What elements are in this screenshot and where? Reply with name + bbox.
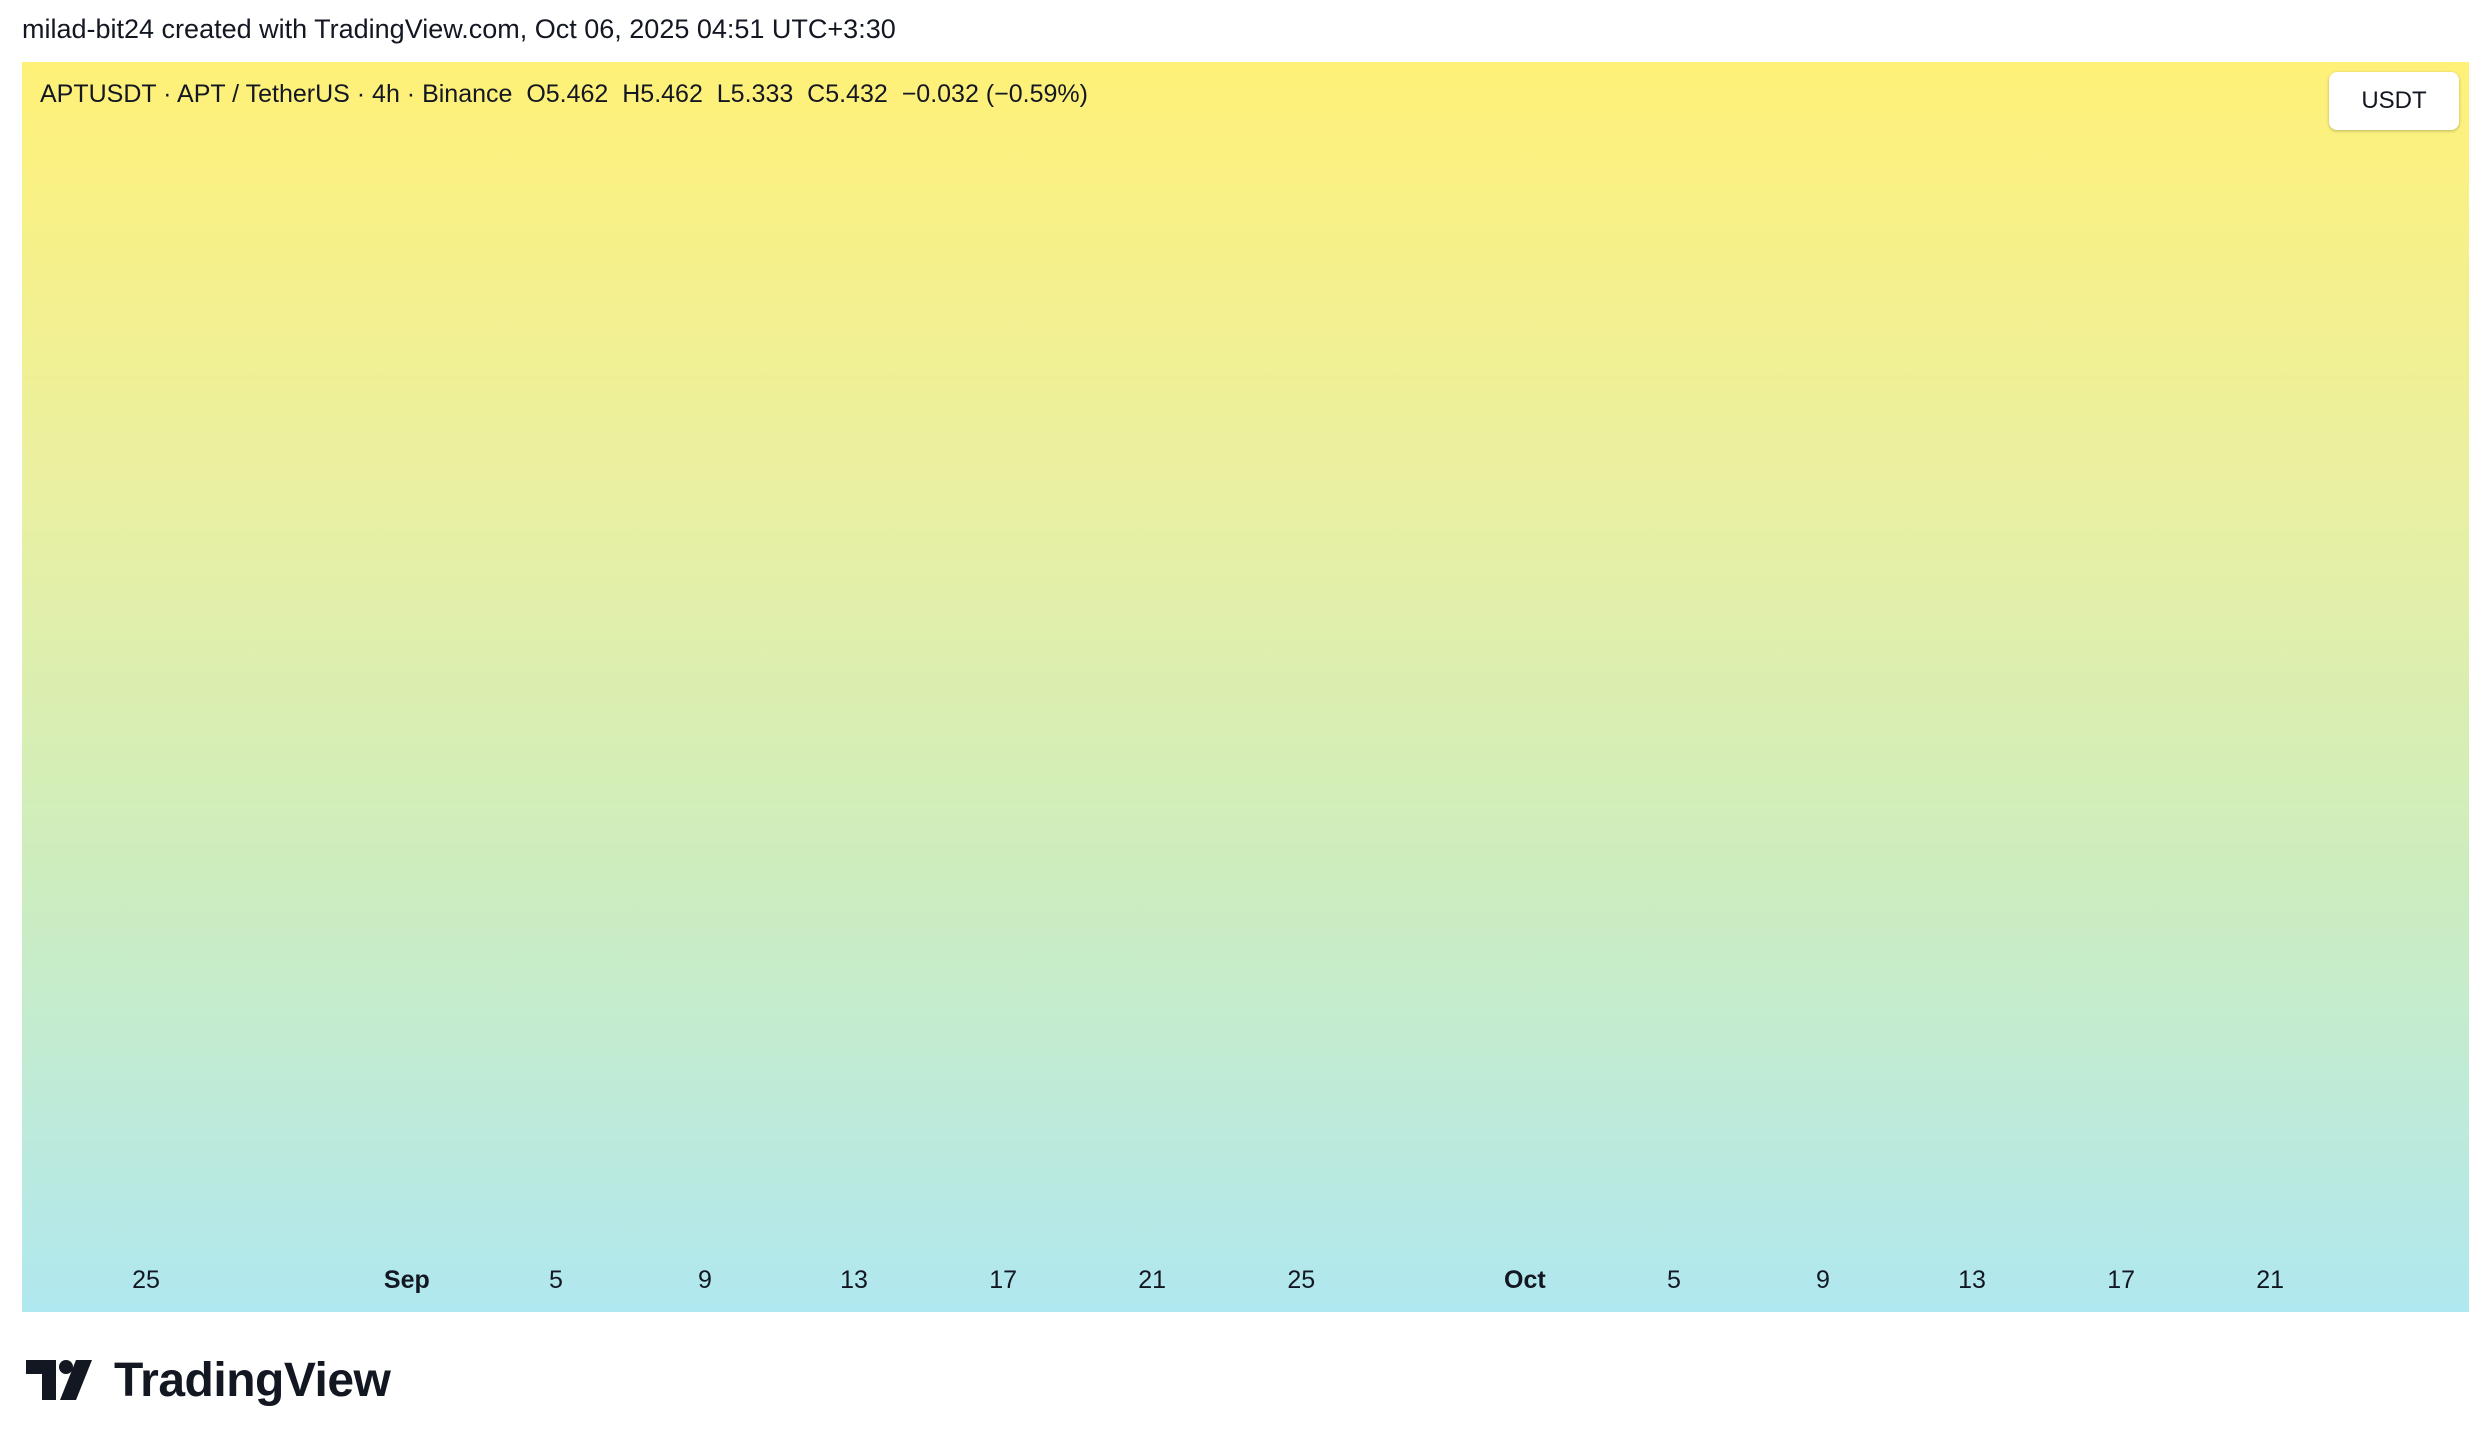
time-tick-label: 17 — [2107, 1266, 2135, 1294]
time-tick-label: 5 — [1667, 1266, 1681, 1294]
symbol-legend[interactable]: APTUSDT · APT / TetherUS · 4h · Binance … — [40, 80, 1088, 109]
ohlc-open: O5.462 — [526, 80, 609, 108]
symbol-name: APTUSDT · APT / TetherUS · 4h · Binance — [40, 80, 513, 108]
ohlc-change: −0.032 (−0.59%) — [901, 80, 1088, 108]
chart-attribution: milad-bit24 created with TradingView.com… — [22, 14, 896, 44]
time-tick-label: 21 — [2256, 1266, 2284, 1294]
chart-pane[interactable]: 8.5007.5006.5006.0005.0004.6004.2003.600… — [22, 62, 2469, 1312]
time-tick-label: 13 — [1958, 1266, 1986, 1294]
price-chart[interactable]: 8.5007.5006.5006.0005.0004.6004.2003.600… — [22, 62, 2469, 1312]
ohlc-close: C5.432 — [807, 80, 888, 108]
time-tick-label: 9 — [698, 1266, 712, 1294]
time-tick-label: 21 — [1138, 1266, 1166, 1294]
tradingview-logo-icon — [26, 1360, 92, 1400]
time-tick-label: 25 — [1287, 1266, 1315, 1294]
time-tick-label: 13 — [840, 1266, 868, 1294]
time-tick-label: 17 — [989, 1266, 1017, 1294]
time-tick-label: Sep — [384, 1266, 430, 1294]
time-tick-label: 25 — [132, 1266, 160, 1294]
time-tick-label: Oct — [1504, 1266, 1546, 1294]
time-axis: 25 Sep 5 9 13 17 21 25 Oct 5 9 13 17 21 — [132, 1266, 2284, 1294]
ohlc-high: H5.462 — [622, 80, 703, 108]
tradingview-logo[interactable]: TradingView — [26, 1350, 391, 1410]
logo-wordmark: TradingView — [114, 1353, 391, 1407]
currency-selector[interactable]: USDT — [2329, 72, 2459, 130]
ohlc-low: L5.333 — [716, 80, 794, 108]
time-tick-label: 5 — [549, 1266, 563, 1294]
time-tick-label: 9 — [1816, 1266, 1830, 1294]
